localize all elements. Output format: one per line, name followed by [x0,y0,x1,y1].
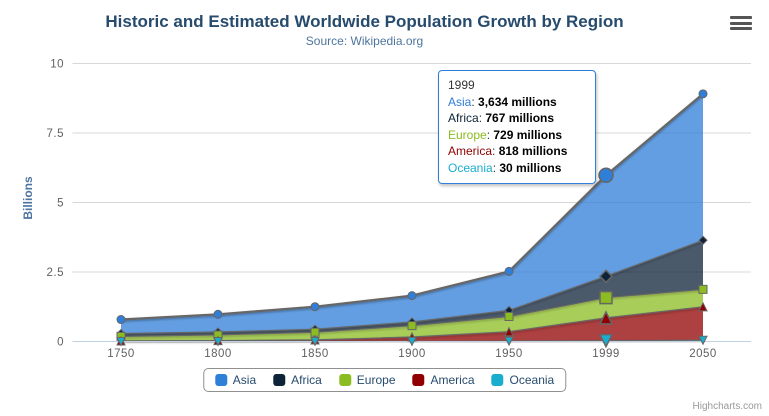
marker-africa-1999[interactable] [598,269,614,284]
hamburger-icon [730,27,752,30]
y-axis-label: 0 [57,337,64,349]
legend-item-europe[interactable]: Europe [338,373,396,387]
legend-swatch-icon [214,374,227,386]
marker-europe-1999[interactable] [599,290,613,305]
legend-swatch-icon [273,374,286,386]
marker-oceania-1999[interactable] [598,333,614,349]
legend-item-africa[interactable]: Africa [273,373,322,387]
legend: Asia Africa Europe America Oceania [202,368,567,392]
area-america[interactable] [121,306,703,342]
legend-item-america[interactable]: America [412,373,475,387]
legend-swatch-icon [338,374,351,386]
marker-america-1999[interactable] [598,310,614,325]
marker-asia-1999[interactable] [598,167,614,184]
legend-label: Oceania [509,373,555,387]
x-axis-label: 1800 [204,348,232,360]
legend-label: America [430,373,475,387]
legend-item-asia[interactable]: Asia [214,373,257,387]
y-axis-label: 10 [50,59,64,71]
marker-asia-1850[interactable] [310,302,320,312]
legend-label: Asia [232,373,257,387]
marker-oceania-1850[interactable] [310,336,320,347]
marker-asia-1900[interactable] [407,291,417,301]
marker-europe-2050[interactable] [698,284,708,294]
hamburger-icon [730,16,752,19]
marker-oceania-2050[interactable] [698,335,708,346]
area-africa[interactable] [121,240,703,337]
marker-asia-2050[interactable] [698,89,708,99]
legend-label: Africa [291,373,322,387]
legend-swatch-icon [491,374,504,386]
marker-oceania-1900[interactable] [407,336,417,347]
hamburger-icon [730,21,752,25]
x-axis-label: 2050 [689,348,717,360]
y-axis-label: 5 [57,198,64,210]
marker-europe-1850[interactable] [310,327,320,337]
y-axis-label: 2.5 [47,267,65,279]
legend-swatch-icon [412,374,425,386]
marker-africa-2050[interactable] [698,235,708,245]
marker-asia-1800[interactable] [213,309,223,319]
marker-oceania-1800[interactable] [213,336,223,347]
marker-oceania-1950[interactable] [504,336,514,347]
marker-asia-1750[interactable] [116,315,126,325]
highcharts-credit[interactable]: Highcharts.com [692,401,762,412]
x-axis-label: 1950 [495,348,523,360]
marker-europe-1900[interactable] [407,321,417,331]
legend-item-oceania[interactable]: Oceania [491,373,555,387]
marker-america-1950[interactable] [504,326,514,337]
x-axis-label: 1999 [592,348,620,360]
marker-europe-1950[interactable] [504,312,514,322]
chart-title: Historic and Estimated Worldwide Populat… [105,12,624,31]
marker-europe-1800[interactable] [213,330,223,340]
marker-america-2050[interactable] [698,301,708,312]
x-axis-label: 1750 [107,348,135,360]
marker-asia-1950[interactable] [504,266,514,276]
y-axis-label: 7.5 [47,128,65,140]
context-menu-button[interactable] [730,16,752,30]
x-axis-label: 1850 [301,348,329,360]
area-asia[interactable] [121,93,703,334]
x-axis-label: 1900 [398,348,426,360]
chart-subtitle: Source: Wikipedia.org [305,34,424,48]
marker-oceania-1750[interactable] [116,336,126,347]
legend-label: Europe [356,373,396,387]
